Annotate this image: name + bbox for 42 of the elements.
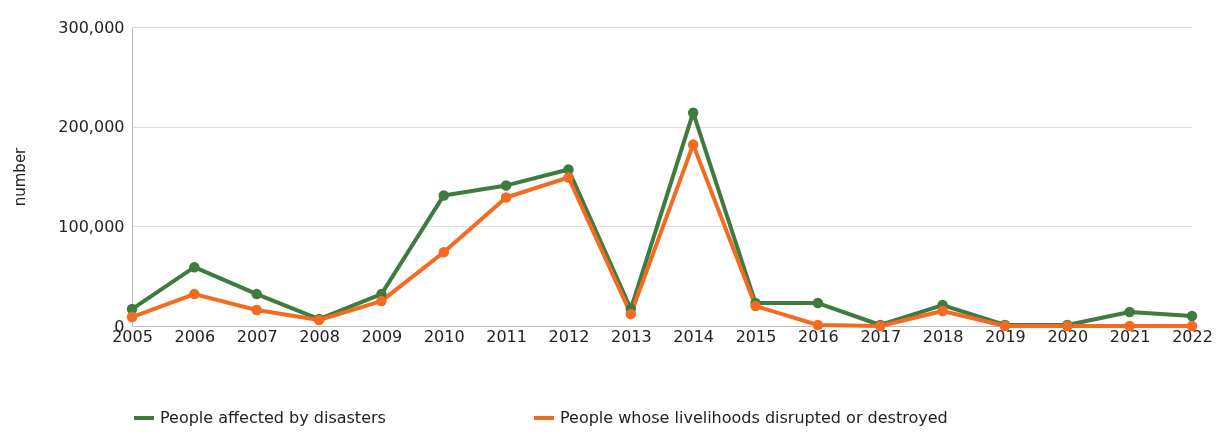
x-tick-label: 2008 bbox=[299, 326, 340, 346]
point bbox=[687, 107, 699, 118]
x-tick-label: 2018 bbox=[922, 326, 964, 346]
point bbox=[687, 139, 699, 150]
legend-label: People affected by disasters bbox=[160, 408, 386, 427]
x-tick-label: 2014 bbox=[673, 326, 715, 346]
point bbox=[500, 192, 512, 203]
point bbox=[1186, 310, 1198, 322]
point bbox=[812, 297, 824, 309]
x-tick-label: 2013 bbox=[610, 326, 652, 346]
point bbox=[812, 319, 824, 331]
point bbox=[251, 288, 262, 300]
point bbox=[563, 172, 574, 183]
x-tick-label: 2015 bbox=[735, 326, 777, 346]
x-tick-label: 2017 bbox=[860, 326, 902, 346]
point bbox=[1124, 306, 1135, 318]
y-tick-label: 200,000 bbox=[58, 117, 125, 137]
point bbox=[438, 247, 450, 258]
x-tick-label: 2011 bbox=[486, 326, 527, 346]
x-tick-label: 2016 bbox=[798, 326, 839, 346]
point bbox=[251, 304, 262, 316]
x-tick-label: 2021 bbox=[1109, 326, 1151, 346]
y-tick-label: 100,000 bbox=[58, 216, 125, 236]
y-axis-title: number bbox=[11, 146, 30, 207]
point bbox=[937, 305, 948, 317]
x-tick-label: 2009 bbox=[361, 326, 403, 346]
x-tick-label: 2019 bbox=[985, 326, 1026, 346]
point bbox=[500, 180, 512, 191]
point bbox=[189, 288, 200, 300]
y-tick-label: 300,000 bbox=[58, 17, 125, 37]
x-tick-label: 2020 bbox=[1047, 326, 1089, 346]
point bbox=[625, 308, 637, 320]
x-tick-label: 2006 bbox=[174, 326, 216, 346]
x-tick-label: 2007 bbox=[236, 326, 278, 346]
point bbox=[126, 311, 138, 323]
point bbox=[376, 295, 387, 307]
x-tick-label: 2010 bbox=[423, 326, 465, 346]
point bbox=[189, 261, 200, 273]
point bbox=[438, 190, 450, 201]
x-tick-label: 2012 bbox=[548, 326, 590, 346]
legend-label: People whose livelihoods disrupted or destroyed bbox=[560, 408, 948, 427]
x-tick-label: 2022 bbox=[1172, 326, 1213, 346]
